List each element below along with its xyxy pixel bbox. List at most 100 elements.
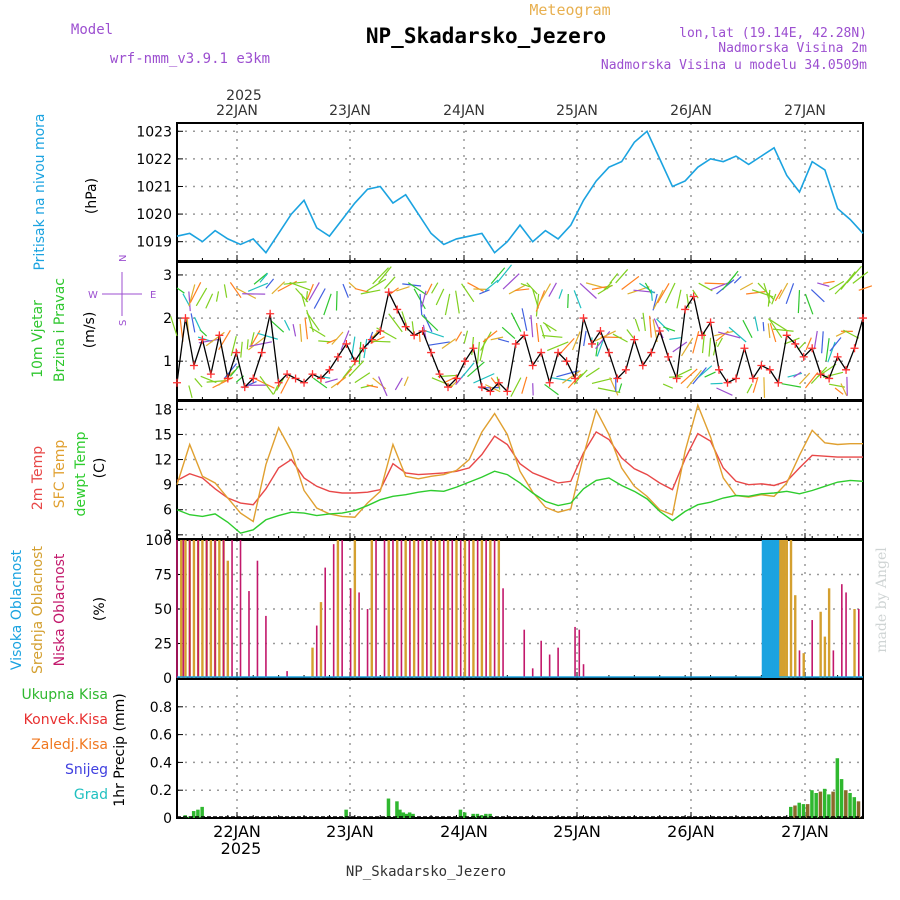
wind-arrow [501, 326, 516, 339]
bottom-year-label: 2025 [221, 839, 262, 858]
wind-arrow [247, 282, 269, 292]
wind-arrow [323, 293, 332, 316]
precip-bar [835, 758, 840, 818]
cloud-bar [205, 540, 208, 678]
cloud-bar [480, 540, 484, 678]
wind-arrow [195, 287, 208, 307]
cloud-bar [548, 654, 551, 678]
precip-bar [458, 809, 463, 818]
wind-arrow [583, 330, 587, 347]
wind-arrow [718, 331, 741, 339]
wind-arrow [704, 282, 725, 285]
temp-ytick-label: 9 [163, 478, 172, 494]
temp-panel: 3 6 9 12 15 18 [154, 400, 864, 544]
cloud-bar [776, 540, 781, 678]
wind-speed-point [189, 361, 198, 370]
wind-speed-point [579, 314, 588, 323]
cloud-bar [375, 540, 377, 678]
wind-speed-point [842, 365, 851, 374]
cloud-bar [226, 560, 230, 678]
cloud-bar [417, 540, 420, 678]
precip-bar [200, 806, 204, 818]
top-day-label: 26JAN [670, 103, 712, 119]
top-year-label: 2025 [226, 88, 262, 104]
wind-arrow [698, 282, 713, 292]
wind-arrow [739, 282, 754, 291]
panels: 1019102010211022102312336912151802550751… [136, 122, 873, 827]
wind-arrow [479, 338, 486, 362]
wind-speed-point [706, 318, 715, 327]
wind-arrow [769, 323, 777, 343]
wind-arrow [479, 289, 490, 295]
wind-arrow [306, 283, 314, 300]
temp-axis-title-2: SFC Temp [52, 440, 68, 509]
wind-arrow [308, 282, 320, 301]
wind-arrow [656, 318, 670, 332]
wind-ytick-label: 2 [163, 311, 172, 327]
precip-bar [411, 813, 415, 818]
cloud-bar [768, 540, 772, 678]
wind-speed-point [774, 378, 783, 387]
wind-arrow [229, 282, 242, 299]
wind-arrow [681, 337, 694, 357]
cloud-bar [201, 540, 204, 678]
wind-speed-point [274, 378, 283, 387]
precip-labels: Ukupna Kisa Konvek.Kisa Zaledj.Kisa Snij… [21, 687, 128, 807]
pressure-ytick-label: 1020 [136, 207, 172, 223]
cloud-bar [497, 540, 501, 678]
cloud-bar [763, 540, 768, 678]
compass-east: E [150, 290, 156, 301]
wind-speed-point [359, 344, 368, 353]
wind-arrow [772, 328, 794, 332]
wind-arrow [596, 338, 605, 357]
wind-arrow [846, 265, 862, 284]
wind-arrow [535, 322, 540, 343]
bottom-day-label: 26JAN [667, 822, 715, 841]
precip-bar [407, 812, 412, 818]
wind-arrow [372, 267, 389, 285]
wind-arrow [276, 377, 285, 391]
wind-arrow [376, 327, 397, 340]
wind-speed-point [816, 370, 825, 379]
bottom-day-label: 24JAN [440, 822, 488, 841]
cloud-ytick-label: 50 [154, 602, 172, 618]
wind-speed-point [350, 357, 359, 366]
wind-arrow [797, 341, 806, 351]
wind-arrow [257, 332, 278, 340]
cloud-bar [438, 540, 441, 678]
compass-north: N [118, 255, 129, 262]
wind-arrow [834, 387, 844, 395]
wind-speed-point [825, 374, 834, 383]
top-day-label: 25JAN [556, 103, 598, 119]
temp-labels: 2m Temp SFC Temp dewpt Temp (C) [30, 431, 108, 516]
cloud-bar [311, 647, 314, 678]
wind-arrow [292, 323, 297, 337]
pressure-ytick-label: 1023 [136, 124, 172, 140]
wind-speed-point [520, 331, 529, 340]
cloud-bar [197, 540, 199, 678]
wind-speed-point [494, 378, 503, 387]
compass-icon: W E N S [88, 255, 156, 326]
wind-speed-point [198, 335, 207, 344]
wind-speed-point [528, 361, 537, 370]
bottom-day-label: 27JAN [781, 822, 829, 841]
cloud-bar [421, 540, 424, 678]
wind-arrow [299, 323, 303, 342]
wind-speed-point [833, 352, 842, 361]
wind-speed-point [444, 383, 453, 392]
wind-arrow [558, 289, 563, 299]
precip-bar [395, 801, 399, 818]
wind-arrow [708, 337, 712, 357]
wind-arrow [562, 370, 581, 384]
bottom-day-label: 22JAN [213, 822, 261, 841]
precip-bar [462, 812, 467, 818]
wind-arrow [444, 293, 451, 316]
cloud-bar [502, 588, 504, 678]
wind-arrow [771, 293, 777, 305]
wind-arrow [246, 339, 249, 350]
wind-arrow [539, 283, 552, 302]
wind-speed-point [300, 378, 309, 387]
wind-arrow [591, 377, 613, 384]
wind-arrow [762, 321, 765, 332]
pressure-ytick-label: 1019 [136, 235, 172, 251]
